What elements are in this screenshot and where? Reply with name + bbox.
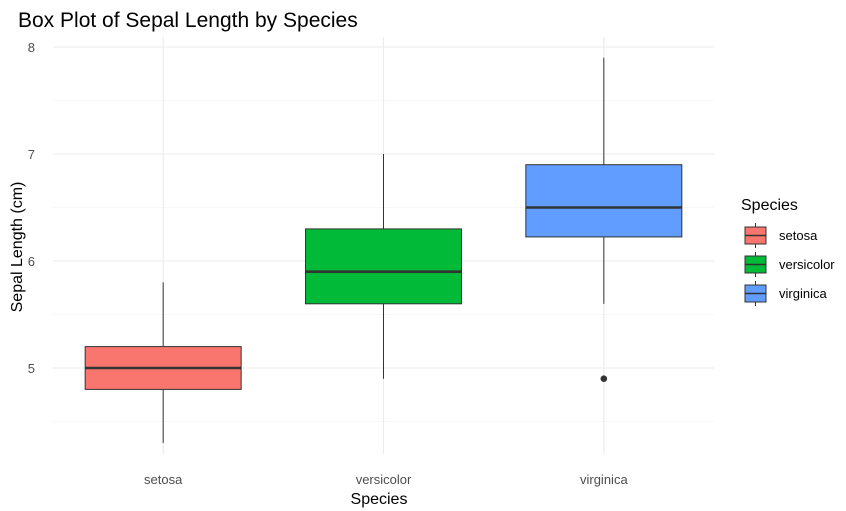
y-tick-label: 5 <box>28 361 35 376</box>
box-setosa <box>84 282 242 443</box>
y-tick-label: 6 <box>28 254 35 269</box>
y-axis-tick-labels: 5 6 7 8 <box>28 40 35 376</box>
legend-title: Species <box>741 197 798 214</box>
legend-label: virginica <box>779 286 827 301</box>
x-axis-title: Species <box>351 491 408 508</box>
box-series <box>84 57 683 443</box>
x-tick-label: virginica <box>580 472 628 487</box>
legend: Species setosa versicolor virginica <box>741 197 835 306</box>
box-versicolor <box>305 154 462 379</box>
legend-item-setosa: setosa <box>744 223 818 248</box>
y-tick-label: 8 <box>28 40 35 55</box>
legend-item-versicolor: versicolor <box>744 252 835 277</box>
box-iqr <box>305 228 462 305</box>
box-iqr <box>525 164 683 238</box>
legend-label: versicolor <box>779 257 835 272</box>
legend-label: setosa <box>779 228 818 243</box>
y-tick-label: 7 <box>28 147 35 162</box>
x-axis-tick-labels: setosa versicolor virginica <box>144 472 628 487</box>
x-tick-label: versicolor <box>356 472 412 487</box>
x-tick-label: setosa <box>144 472 183 487</box>
outlier-point <box>600 375 608 383</box>
legend-item-virginica: virginica <box>744 281 827 306</box>
y-axis-title: Sepal Length (cm) <box>9 182 26 313</box>
chart-title: Box Plot of Sepal Length by Species <box>18 9 358 32</box>
box-virginica <box>525 57 683 383</box>
